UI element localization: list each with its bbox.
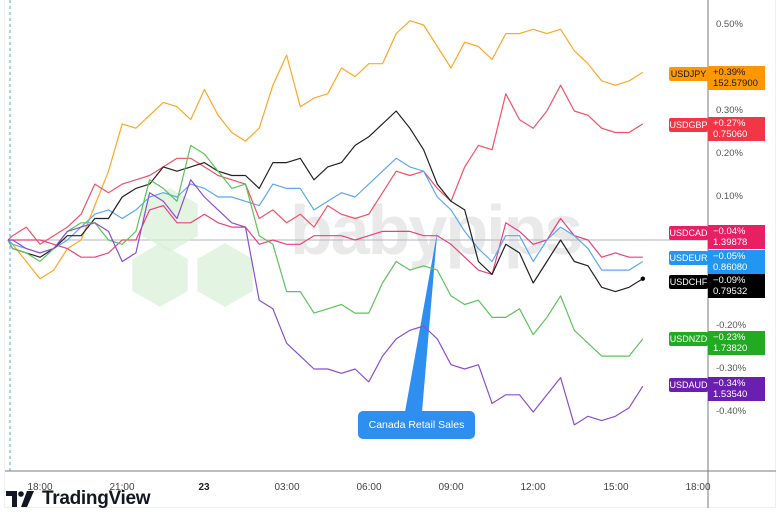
series-name-badge: USDGBP bbox=[669, 118, 708, 132]
watermark: babypips bbox=[290, 191, 583, 269]
x-tick-label: 21:00 bbox=[109, 482, 135, 493]
x-tick-label: 06:00 bbox=[356, 482, 382, 493]
series-price: 1.73820 bbox=[713, 343, 748, 354]
series-name-badge: USDCAD bbox=[669, 226, 708, 240]
series-change: −0.05% bbox=[713, 251, 746, 262]
last-point-marker bbox=[640, 276, 645, 281]
series-value-badge: −0.04% 1.39878 bbox=[708, 225, 765, 249]
y-tick-label: -0.30% bbox=[716, 363, 747, 374]
series-line-usdnzd bbox=[7, 144, 644, 357]
x-tick-label: 03:00 bbox=[274, 482, 300, 493]
series-change: −0.09% bbox=[713, 275, 746, 286]
y-tick-label: -0.20% bbox=[716, 320, 747, 331]
series-name-badge: USDNZD bbox=[669, 332, 708, 346]
chart-frame bbox=[4, 0, 776, 508]
series-line-usdgbp bbox=[7, 84, 644, 245]
x-tick-label: 18:00 bbox=[685, 482, 711, 493]
brand-name: TradingView bbox=[42, 488, 151, 509]
watermark-hexagon bbox=[142, 188, 198, 252]
series-change: −0.04% bbox=[713, 226, 746, 237]
series-line-usdjpy bbox=[7, 20, 644, 280]
series-line-usdeur bbox=[7, 157, 644, 271]
series-price: 0.79532 bbox=[713, 286, 748, 297]
series-line-usdaud bbox=[8, 179, 644, 426]
series-name-badge: USDEUR bbox=[669, 251, 708, 265]
series-change: +0.39% bbox=[713, 67, 746, 78]
annotation-callout[interactable]: Canada Retail Sales bbox=[358, 411, 475, 439]
watermark-hexagon bbox=[132, 243, 188, 307]
series-name-badge: USDCHF bbox=[669, 275, 708, 289]
series-value-badge: −0.05% 0.86080 bbox=[708, 250, 765, 274]
series-value-badge: +0.27% 0.75060 bbox=[708, 117, 765, 141]
series-price: 0.75060 bbox=[713, 129, 748, 140]
y-tick-label: -0.40% bbox=[716, 406, 747, 417]
series-value-badge: −0.34% 1.53540 bbox=[708, 377, 765, 401]
x-tick-label: 12:00 bbox=[520, 482, 546, 493]
x-tick-label: 15:00 bbox=[603, 482, 629, 493]
series-price: 1.39878 bbox=[713, 237, 748, 248]
series-line-usdcad bbox=[8, 205, 643, 275]
series-line-usdchf bbox=[7, 110, 644, 293]
x-tick-label: 09:00 bbox=[438, 482, 464, 493]
tradingview-icon bbox=[6, 491, 34, 507]
x-tick-label: 18:00 bbox=[27, 482, 53, 493]
watermark-hexagon bbox=[197, 243, 253, 307]
y-tick-label: 0.20% bbox=[716, 148, 743, 159]
y-tick-label: 0.10% bbox=[716, 191, 743, 202]
series-name-badge: USDJPY bbox=[669, 67, 708, 81]
series-value-badge: −0.09% 0.79532 bbox=[708, 274, 765, 298]
y-tick-label: 0.50% bbox=[716, 19, 743, 30]
series-value-badge: +0.39% 152.57900 bbox=[708, 66, 765, 90]
y-tick-label: 0.30% bbox=[716, 105, 743, 116]
series-name-badge: USDAUD bbox=[669, 378, 708, 392]
series-price: 1.53540 bbox=[713, 389, 748, 400]
x-tick-label: 23 bbox=[198, 482, 210, 493]
annotation-pointer bbox=[405, 231, 438, 412]
tradingview-logo[interactable]: TradingView bbox=[6, 488, 151, 510]
series-price: 152.57900 bbox=[713, 78, 758, 89]
series-price: 0.86080 bbox=[713, 262, 748, 273]
series-change: +0.27% bbox=[713, 118, 746, 129]
series-change: −0.34% bbox=[713, 378, 746, 389]
series-value-badge: −0.23% 1.73820 bbox=[708, 331, 765, 355]
series-change: −0.23% bbox=[713, 332, 746, 343]
